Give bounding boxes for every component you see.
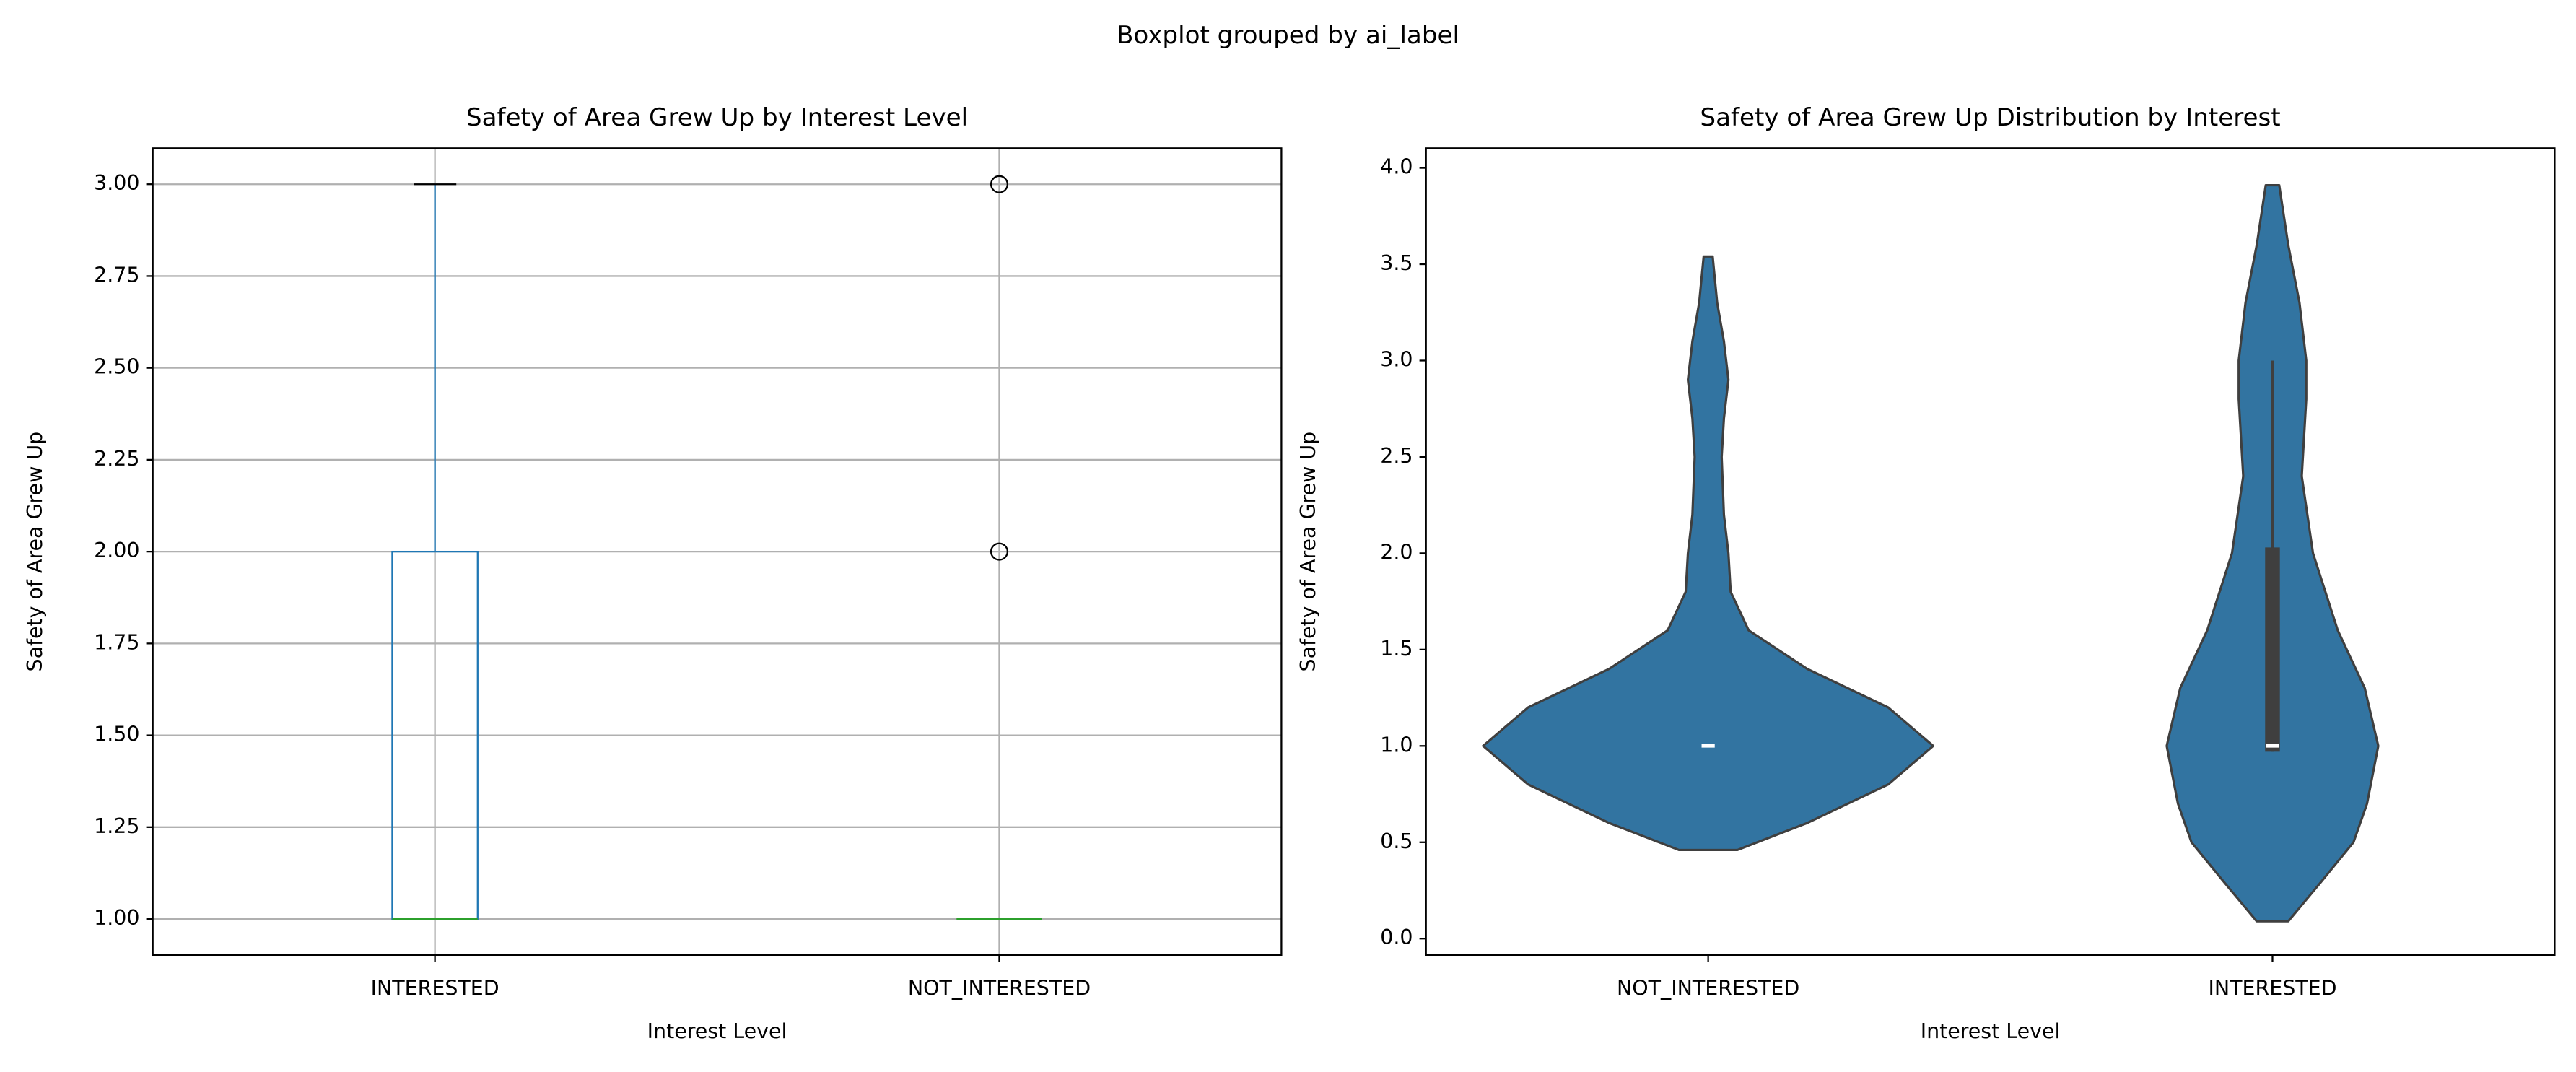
axes-title: Safety of Area Grew Up by Interest Level xyxy=(466,103,968,132)
y-tick-label: 1.25 xyxy=(94,814,139,838)
y-tick-label: 0.0 xyxy=(1380,925,1413,949)
axes-frame xyxy=(1425,147,2556,956)
outlier xyxy=(990,542,1008,561)
y-tick-label: 2.75 xyxy=(94,263,139,287)
x-tick-label: NOT_INTERESTED xyxy=(1617,977,1799,1001)
y-axis-label: Safety of Area Grew Up xyxy=(23,432,47,672)
x-axis-label: Interest Level xyxy=(647,1019,787,1043)
figure-title: Boxplot grouped by ai_label xyxy=(1117,21,1459,50)
x-tick-label: INTERESTED xyxy=(371,977,499,1001)
y-tick-label: 2.5 xyxy=(1380,444,1413,468)
y-tick-label: 1.0 xyxy=(1380,733,1413,757)
x-tick-label: NOT_INTERESTED xyxy=(908,977,1091,1001)
y-axis-label: Safety of Area Grew Up xyxy=(1296,432,1320,672)
y-tick-label: 1.50 xyxy=(94,723,139,746)
y-tick-label: 2.25 xyxy=(94,447,139,471)
y-tick-label: 2.50 xyxy=(94,355,139,379)
y-tick-label: 4.0 xyxy=(1380,155,1413,179)
outlier xyxy=(990,175,1008,193)
y-tick-label: 1.75 xyxy=(94,630,139,654)
y-tick-label: 2.00 xyxy=(94,539,139,562)
y-tick-label: 0.5 xyxy=(1380,829,1413,853)
axes-frame xyxy=(152,147,1283,956)
y-tick-label: 2.0 xyxy=(1380,540,1413,564)
x-axis-label: Interest Level xyxy=(1921,1019,2061,1043)
x-tick-label: INTERESTED xyxy=(2208,977,2336,1001)
violin xyxy=(1482,255,1935,852)
y-tick-label: 1.00 xyxy=(94,906,139,930)
y-tick-label: 3.0 xyxy=(1380,347,1413,371)
y-tick-label: 3.5 xyxy=(1380,251,1413,275)
y-tick-label: 3.00 xyxy=(94,171,139,195)
y-tick-label: 1.5 xyxy=(1380,637,1413,661)
axes-title: Safety of Area Grew Up Distribution by I… xyxy=(1700,103,2280,132)
inner-box xyxy=(2265,547,2280,752)
